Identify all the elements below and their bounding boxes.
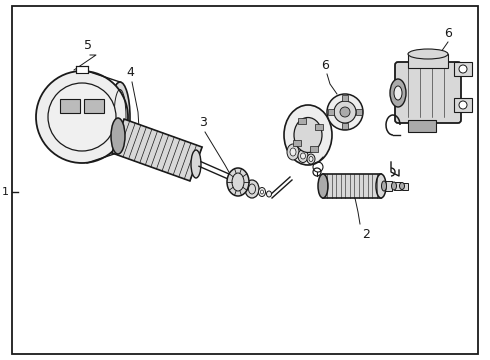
Bar	[384, 181, 392, 191]
Ellipse shape	[376, 174, 386, 198]
Ellipse shape	[110, 82, 130, 152]
Polygon shape	[112, 119, 202, 181]
Bar	[402, 183, 408, 189]
Bar	[315, 124, 323, 130]
Ellipse shape	[245, 180, 259, 198]
Ellipse shape	[284, 105, 332, 165]
Ellipse shape	[267, 191, 271, 197]
Circle shape	[36, 71, 128, 163]
Bar	[408, 54, 448, 68]
Ellipse shape	[392, 182, 396, 190]
Ellipse shape	[227, 168, 249, 196]
Text: 3: 3	[199, 116, 207, 129]
Text: 2: 2	[362, 228, 370, 241]
Ellipse shape	[300, 153, 305, 159]
Ellipse shape	[290, 148, 296, 156]
Bar	[342, 95, 348, 101]
Bar	[76, 66, 88, 73]
Text: 4: 4	[126, 66, 134, 79]
Bar	[310, 146, 318, 152]
Ellipse shape	[111, 118, 125, 154]
Ellipse shape	[408, 49, 448, 59]
Ellipse shape	[382, 181, 387, 191]
Ellipse shape	[307, 154, 315, 164]
Bar	[342, 123, 348, 129]
Bar	[408, 120, 436, 132]
Ellipse shape	[294, 117, 322, 153]
Ellipse shape	[327, 94, 363, 130]
Ellipse shape	[298, 149, 308, 162]
Bar	[293, 140, 301, 146]
Ellipse shape	[259, 188, 266, 197]
Ellipse shape	[309, 157, 313, 162]
Text: 5: 5	[84, 39, 92, 52]
Circle shape	[459, 101, 467, 109]
Bar	[454, 98, 472, 112]
Bar	[60, 99, 80, 113]
Ellipse shape	[334, 101, 356, 123]
Ellipse shape	[287, 144, 299, 160]
Bar	[454, 62, 472, 76]
Bar	[356, 109, 362, 115]
Ellipse shape	[191, 150, 201, 178]
Bar	[394, 182, 401, 190]
Ellipse shape	[394, 86, 402, 100]
Ellipse shape	[390, 79, 406, 107]
Bar	[84, 99, 104, 113]
Text: 1: 1	[2, 187, 9, 197]
Text: 6: 6	[444, 27, 452, 40]
Ellipse shape	[399, 183, 405, 189]
Ellipse shape	[340, 107, 350, 117]
Bar	[297, 118, 306, 124]
Bar	[323, 174, 381, 198]
Circle shape	[459, 65, 467, 73]
Ellipse shape	[261, 190, 264, 194]
FancyBboxPatch shape	[395, 62, 461, 123]
Text: 6: 6	[321, 59, 329, 72]
Bar	[328, 109, 334, 115]
Ellipse shape	[318, 174, 328, 198]
Circle shape	[48, 83, 116, 151]
